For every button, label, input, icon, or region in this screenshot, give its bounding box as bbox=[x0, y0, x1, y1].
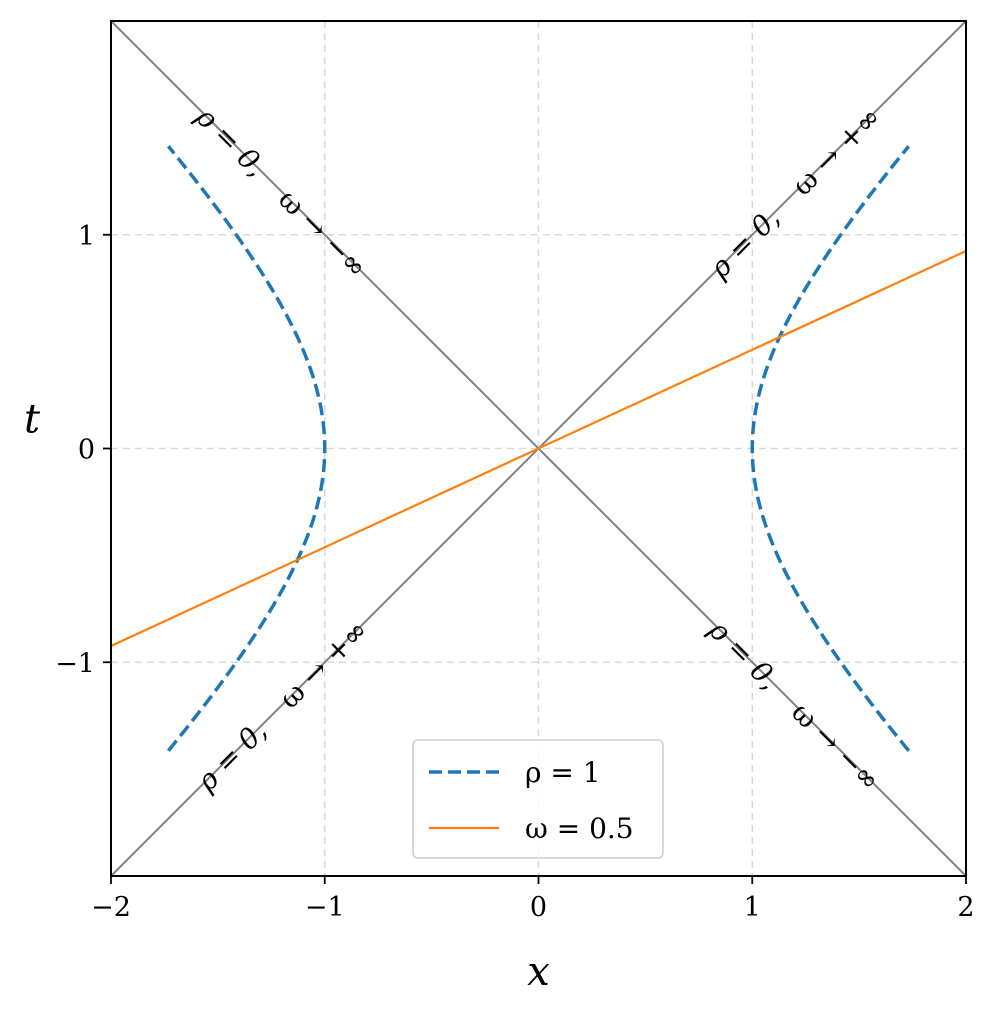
plot-area bbox=[111, 21, 966, 876]
x-axis-label: x bbox=[527, 949, 550, 995]
y-axis-label: t bbox=[24, 397, 41, 443]
x-tick-label: 2 bbox=[957, 892, 974, 923]
x-tick-label: −2 bbox=[91, 892, 131, 923]
x-tick-label: 1 bbox=[744, 892, 761, 923]
x-tick-label: −1 bbox=[305, 892, 345, 923]
legend: ρ = 1 ω = 0.5 bbox=[412, 739, 664, 859]
rho-1-curve-branch bbox=[166, 145, 327, 752]
y-tick-label: 1 bbox=[78, 221, 95, 252]
omega-line bbox=[111, 250, 966, 647]
y-tick-label: −1 bbox=[55, 648, 95, 679]
x-tick-label: 0 bbox=[530, 892, 547, 923]
y-tick-label: 0 bbox=[78, 435, 95, 466]
legend-label: ρ = 1 bbox=[525, 756, 601, 789]
legend-label: ω = 0.5 bbox=[525, 812, 634, 845]
axis-ticks: −2 −1 0 1 2 −1 0 1 bbox=[55, 221, 974, 923]
rho-1-curve-branch bbox=[750, 145, 911, 752]
